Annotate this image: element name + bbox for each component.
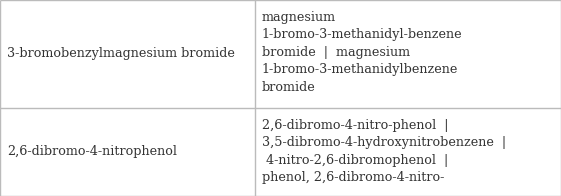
Text: 3-bromobenzylmagnesium bromide: 3-bromobenzylmagnesium bromide — [7, 47, 234, 60]
Text: 2,6-dibromo-4-nitro-phenol  |
3,5-dibromo-4-hydroxynitrobenzene  |
 4-nitro-2,6-: 2,6-dibromo-4-nitro-phenol | 3,5-dibromo… — [262, 119, 506, 184]
Text: magnesium
1-bromo-3-methanidyl-benzene
bromide  |  magnesium
1-bromo-3-methanidy: magnesium 1-bromo-3-methanidyl-benzene b… — [262, 11, 463, 94]
Text: 2,6-dibromo-4-nitrophenol: 2,6-dibromo-4-nitrophenol — [7, 145, 177, 158]
